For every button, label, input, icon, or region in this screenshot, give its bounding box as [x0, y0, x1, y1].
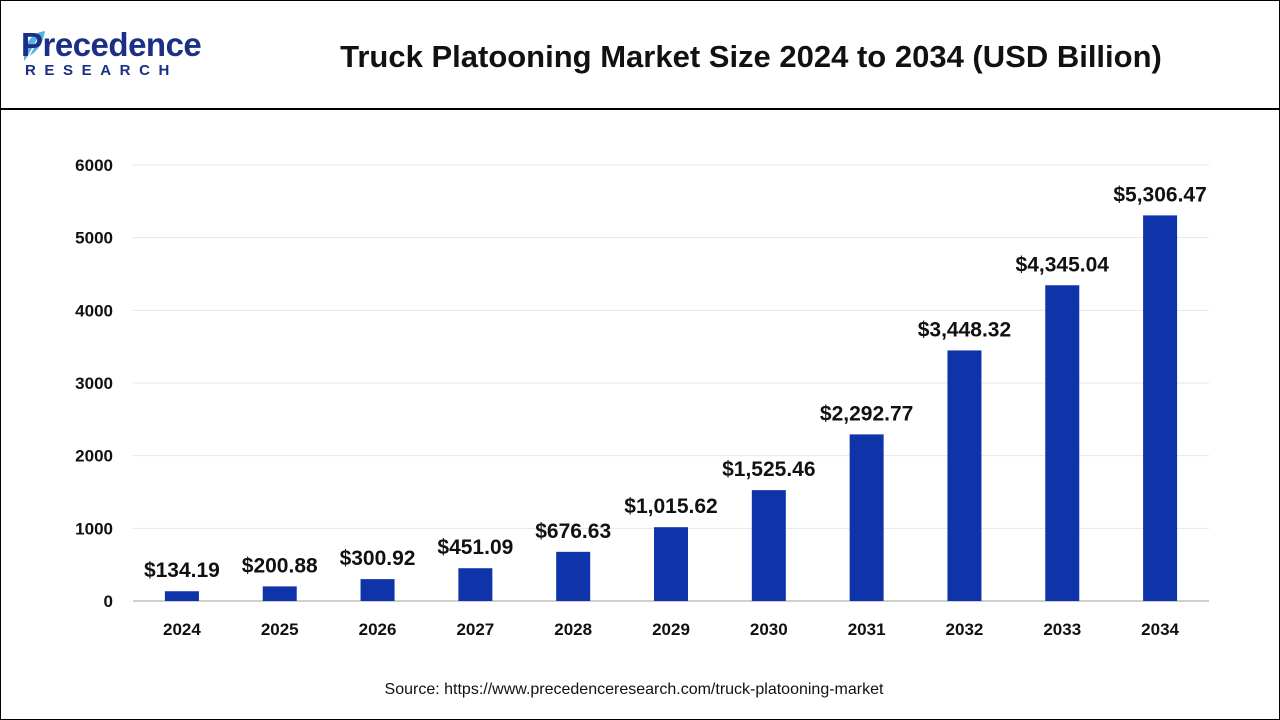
- y-tick-label: 4000: [75, 301, 113, 320]
- x-tick-label: 2027: [456, 620, 494, 639]
- data-label: $300.92: [340, 547, 416, 570]
- data-label: $1,015.62: [624, 495, 717, 518]
- data-label: $3,448.32: [918, 318, 1011, 341]
- x-tick-label: 2032: [946, 620, 984, 639]
- bar: [360, 579, 395, 601]
- x-tick-label: 2028: [554, 620, 592, 639]
- y-tick-label: 5000: [75, 229, 113, 248]
- y-tick-label: 1000: [75, 519, 113, 538]
- data-label: $676.63: [535, 520, 611, 543]
- bar: [654, 527, 688, 601]
- bar: [164, 591, 199, 601]
- y-tick-label: 0: [104, 592, 113, 611]
- y-tick-label: 2000: [75, 447, 113, 466]
- x-tick-label: 2034: [1141, 620, 1179, 639]
- x-tick-label: 2024: [163, 620, 201, 639]
- bar: [1045, 285, 1080, 601]
- bar: [556, 551, 591, 601]
- brand-subtitle: RESEARCH: [25, 62, 178, 79]
- data-label: $200.88: [242, 554, 318, 577]
- bar: [947, 350, 982, 601]
- data-label: $4,345.04: [1016, 253, 1110, 276]
- y-tick-label: 3000: [75, 374, 113, 393]
- brand-name: Precedence: [21, 26, 202, 63]
- data-label: $5,306.47: [1113, 183, 1206, 206]
- bar: [262, 586, 297, 601]
- x-tick-label: 2030: [750, 620, 788, 639]
- bar: [458, 568, 493, 601]
- x-tick-label: 2029: [652, 620, 690, 639]
- x-tick-label: 2031: [848, 620, 886, 639]
- bar: [1143, 215, 1178, 601]
- logo-leaf-icon: [24, 31, 45, 62]
- data-label: $1,525.46: [722, 458, 815, 481]
- x-tick-label: 2033: [1043, 620, 1081, 639]
- bar: [849, 434, 884, 601]
- header: Precedence RESEARCH Truck Platooning Mar…: [1, 1, 1279, 110]
- x-tick-label: 2025: [261, 620, 299, 639]
- source-note: Source: https://www.precedenceresearch.c…: [384, 681, 884, 698]
- chart-title: Truck Platooning Market Size 2024 to 203…: [340, 39, 1162, 74]
- data-label: $451.09: [437, 536, 513, 559]
- bar-chart: 0 1000 2000 3000 4000 5000 6000 $134.19 2024 $200…: [75, 156, 1209, 639]
- x-tick-label: 2026: [359, 620, 397, 639]
- bar: [751, 490, 786, 601]
- data-label: $134.19: [144, 559, 220, 582]
- data-label: $2,292.77: [820, 402, 913, 425]
- brand-logo: Precedence RESEARCH: [21, 27, 221, 87]
- y-tick-label: 6000: [75, 156, 113, 175]
